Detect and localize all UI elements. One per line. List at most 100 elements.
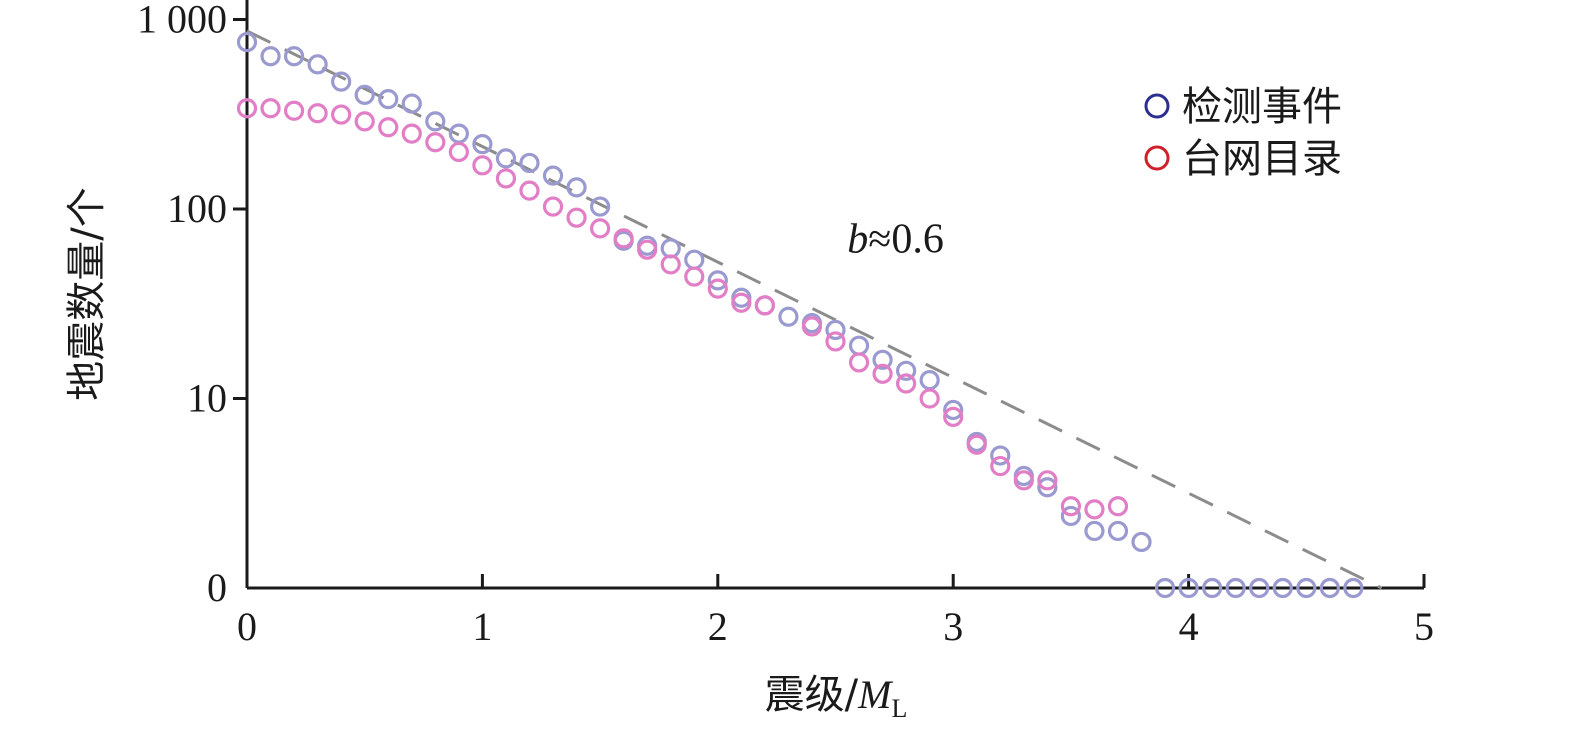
data-point: [331, 71, 352, 92]
y-tick-label: 1 000: [137, 0, 227, 42]
legend: 检测事件 台网目录: [1144, 84, 1342, 182]
data-point: [1272, 577, 1293, 599]
data-point: [848, 335, 870, 356]
data-point: [542, 165, 564, 186]
data-point: [378, 117, 399, 138]
data-point: [660, 238, 681, 259]
y-tick-label: 10: [187, 376, 227, 421]
data-point: [684, 249, 705, 270]
data-point: [1013, 470, 1034, 491]
data-point: [1084, 520, 1105, 542]
legend-marker-detected: [1144, 93, 1170, 119]
x-axis-title: 震级/ML: [765, 672, 908, 723]
y-axis-title: 地震数量/个: [64, 187, 110, 400]
x-tick-label: 5: [1414, 604, 1434, 649]
legend-item-detected: 检测事件: [1144, 84, 1342, 130]
data-point: [825, 319, 846, 341]
data-point: [919, 388, 940, 409]
data-point: [707, 270, 728, 291]
data-point: [425, 132, 446, 153]
data-point: [354, 84, 375, 106]
data-point: [283, 46, 305, 67]
data-point: [1178, 577, 1199, 599]
data-point: [260, 46, 281, 67]
x-axis-symbol: M: [857, 672, 894, 717]
data-point: [684, 266, 705, 287]
b-value: ≈0.6: [868, 216, 944, 262]
x-tick-label: 3: [943, 604, 963, 649]
data-point: [778, 306, 799, 327]
data-point: [566, 207, 587, 228]
x-tick-label: 1: [472, 604, 492, 649]
data-point: [542, 196, 564, 217]
data-point: [331, 104, 352, 125]
data-point: [966, 434, 987, 455]
data-point: [566, 177, 587, 198]
x-tick-label: 4: [1179, 604, 1199, 649]
data-point: [943, 399, 964, 421]
data-point: [448, 141, 469, 163]
data-point: [1296, 577, 1317, 599]
x-axis-subscript: L: [891, 694, 907, 723]
y-axis-title-text: 地震数量/个: [64, 187, 110, 400]
data-point: [731, 292, 752, 313]
data-point: [801, 316, 823, 337]
data-point: [825, 331, 846, 352]
data-point: [307, 103, 328, 124]
data-point: [236, 98, 258, 119]
x-axis-ticks: 0 1 2 3 4 5: [237, 574, 1434, 649]
data-point: [1037, 477, 1058, 498]
data-point: [283, 100, 305, 121]
data-point: [495, 168, 517, 189]
data-point: [1037, 470, 1058, 491]
legend-label-detected: 检测事件: [1182, 84, 1342, 130]
data-point: [872, 349, 893, 370]
data-point: [848, 352, 870, 373]
data-point: [1343, 577, 1364, 599]
data-point: [1202, 577, 1223, 599]
fit-line: [246, 29, 1383, 590]
y-tick-label: 100: [167, 186, 227, 231]
data-point: [1131, 531, 1152, 553]
data-point: [613, 228, 634, 249]
data-point: [660, 254, 681, 275]
data-point: [354, 111, 375, 132]
data-point: [401, 93, 422, 114]
data-point: [896, 373, 917, 394]
data-point: [1060, 496, 1082, 517]
data-point: [472, 155, 493, 176]
x-axis-title-text: 震级/: [765, 672, 859, 718]
data-point: [1225, 577, 1246, 599]
data-point: [896, 360, 917, 381]
b-value-annotation: b≈0.6: [847, 216, 944, 262]
data-point: [1249, 577, 1270, 599]
y-tick-label: 0: [207, 565, 227, 610]
data-point: [1319, 577, 1340, 599]
x-tick-label: 0: [237, 604, 257, 649]
data-point: [519, 180, 540, 201]
x-tick-label: 2: [708, 604, 728, 649]
data-point: [1060, 505, 1082, 527]
data-point: [1084, 499, 1105, 520]
data-point: [307, 54, 328, 75]
data-point: [425, 111, 446, 132]
legend-label-catalog: 台网目录: [1182, 136, 1342, 182]
data-point: [637, 239, 658, 260]
data-point: [990, 445, 1011, 466]
data-point: [236, 31, 258, 53]
data-point: [990, 455, 1011, 477]
legend-marker-catalog: [1144, 145, 1170, 171]
data-point: [1154, 577, 1176, 599]
data-point: [260, 98, 281, 119]
data-point: [378, 89, 399, 110]
data-point: [495, 148, 517, 169]
data-point: [943, 406, 964, 427]
data-point: [754, 295, 775, 316]
data-point: [872, 363, 893, 384]
data-point: [707, 278, 728, 299]
b-symbol: b: [847, 216, 868, 262]
data-point: [1107, 496, 1129, 517]
